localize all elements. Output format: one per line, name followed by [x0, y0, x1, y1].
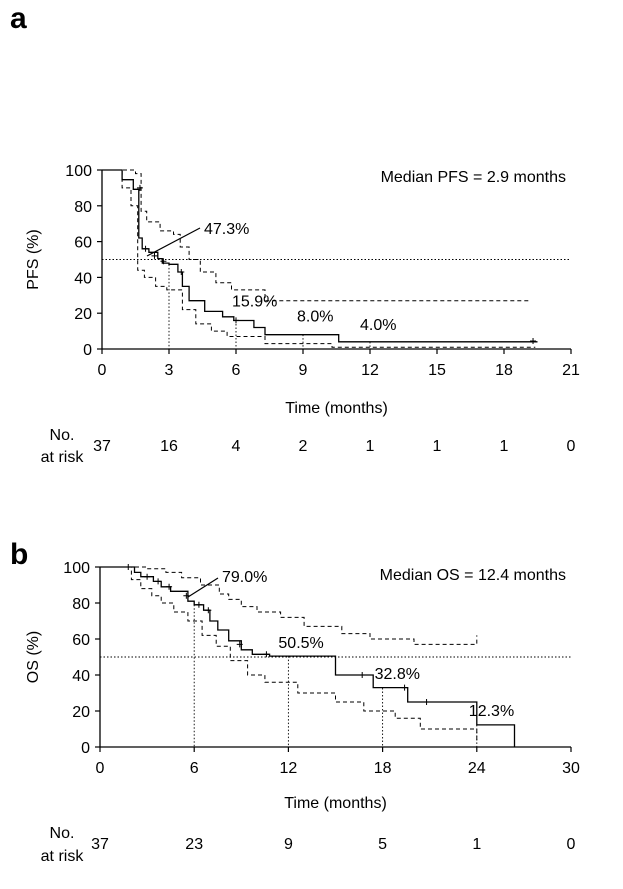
os-censor-mark — [263, 651, 270, 658]
pfs-km-estimate-line — [102, 169, 538, 343]
os-censor-mark — [155, 578, 162, 585]
pfs-y-tick-label: 60 — [74, 235, 92, 252]
os-risk-number: 23 — [185, 836, 203, 853]
os-censor-mark — [125, 564, 132, 570]
pfs-y-tick-label: 80 — [74, 199, 92, 216]
pfs-risk-number: 0 — [567, 438, 576, 455]
pfs-y-tick-label: 0 — [83, 342, 92, 359]
os-y-tick-label: 20 — [72, 704, 90, 721]
pfs-lower-ci-line — [102, 169, 536, 348]
pfs-risk-number: 1 — [433, 438, 442, 455]
os-y-tick-label: 100 — [63, 560, 90, 577]
os-censor-mark — [359, 672, 366, 678]
pfs-y-tick-label: 40 — [74, 270, 92, 287]
pfs-risk-number: 1 — [366, 438, 375, 455]
pfs-risk-number: 37 — [93, 438, 111, 455]
os-y-tick-label: 0 — [81, 740, 90, 757]
pfs-risk-number: 2 — [299, 438, 308, 455]
os-censor-mark — [144, 573, 151, 580]
os-censor-mark — [195, 601, 202, 608]
os-milestone-label: 32.8% — [375, 666, 420, 683]
os-censor-mark — [423, 699, 430, 705]
pfs-censor-mark — [151, 252, 158, 259]
os-milestone-label: 79.0% — [222, 569, 267, 586]
pfs-milestone-label: 4.0% — [360, 317, 396, 334]
pfs-x-tick-label: 6 — [232, 362, 241, 379]
os-annotation-pointer — [187, 577, 219, 598]
os-risk-number: 1 — [472, 836, 481, 853]
os-y-tick-label: 60 — [72, 632, 90, 649]
pfs-risk-label-line1: No. — [50, 427, 75, 444]
os-risk-number: 0 — [567, 836, 576, 853]
pfs-censor-mark — [233, 317, 239, 324]
pfs-censor-mark — [178, 269, 185, 276]
pfs-upper-ci-line — [102, 169, 531, 302]
pfs-x-tick-label: 21 — [562, 362, 580, 379]
pfs-risk-number: 4 — [232, 438, 241, 455]
os-milestone-label: 12.3% — [469, 703, 514, 720]
os-y-tick-label: 40 — [72, 668, 90, 685]
pfs-risk-label-line2: at risk — [41, 449, 85, 466]
pfs-median-label: Median PFS = 2.9 months — [381, 169, 566, 186]
pfs-x-tick-label: 15 — [428, 362, 446, 379]
os-censor-mark — [236, 641, 243, 648]
panel-a-letter: a — [10, 2, 27, 35]
pfs-milestone-label: 8.0% — [297, 309, 333, 326]
os-censor-mark — [166, 583, 173, 590]
pfs-censor-mark — [142, 245, 149, 252]
os-lower-ci-line — [100, 566, 478, 744]
panel-b-letter: b — [10, 538, 29, 571]
pfs-censor-mark — [530, 337, 537, 344]
os-x-tick-label: 24 — [468, 760, 486, 777]
os-x-tick-label: 0 — [96, 760, 105, 777]
pfs-milestone-label: 15.9% — [232, 294, 277, 311]
os-x-tick-label: 30 — [562, 760, 580, 777]
os-median-label: Median OS = 12.4 months — [380, 567, 566, 584]
pfs-x-tick-label: 12 — [361, 362, 379, 379]
os-censor-mark — [401, 684, 408, 691]
os-x-tick-label: 18 — [374, 760, 392, 777]
os-x-tick-label: 6 — [190, 760, 199, 777]
os-censor-mark — [205, 607, 212, 614]
os-risk-number: 9 — [284, 836, 293, 853]
pfs-y-axis-label: PFS (%) — [25, 229, 42, 289]
pfs-x-tick-label: 9 — [299, 362, 308, 379]
os-risk-label-line2: at risk — [41, 848, 85, 865]
pfs-milestone-label: 47.3% — [204, 221, 249, 238]
pfs-risk-number: 1 — [500, 438, 509, 455]
os-x-tick-label: 12 — [280, 760, 298, 777]
pfs-y-tick-label: 20 — [74, 306, 92, 323]
pfs-x-axis-label: Time (months) — [285, 400, 388, 417]
os-risk-number: 5 — [378, 836, 387, 853]
os-y-axis-label: OS (%) — [25, 631, 42, 683]
os-milestone-label: 50.5% — [278, 635, 323, 652]
os-upper-ci-line — [100, 566, 478, 645]
pfs-censor-mark — [160, 258, 167, 265]
os-censor-mark — [183, 592, 190, 599]
os-y-tick-label: 80 — [72, 596, 90, 613]
pfs-x-tick-label: 3 — [165, 362, 174, 379]
pfs-x-tick-label: 0 — [98, 362, 107, 379]
pfs-risk-number: 16 — [160, 438, 178, 455]
pfs-y-tick-label: 100 — [65, 163, 92, 180]
pfs-x-tick-label: 18 — [495, 362, 513, 379]
os-x-axis-label: Time (months) — [284, 795, 387, 812]
pfs-censor-mark — [136, 184, 143, 191]
pfs-annotation-pointer — [146, 227, 201, 257]
os-risk-label-line1: No. — [50, 825, 75, 842]
os-risk-number: 37 — [91, 836, 109, 853]
